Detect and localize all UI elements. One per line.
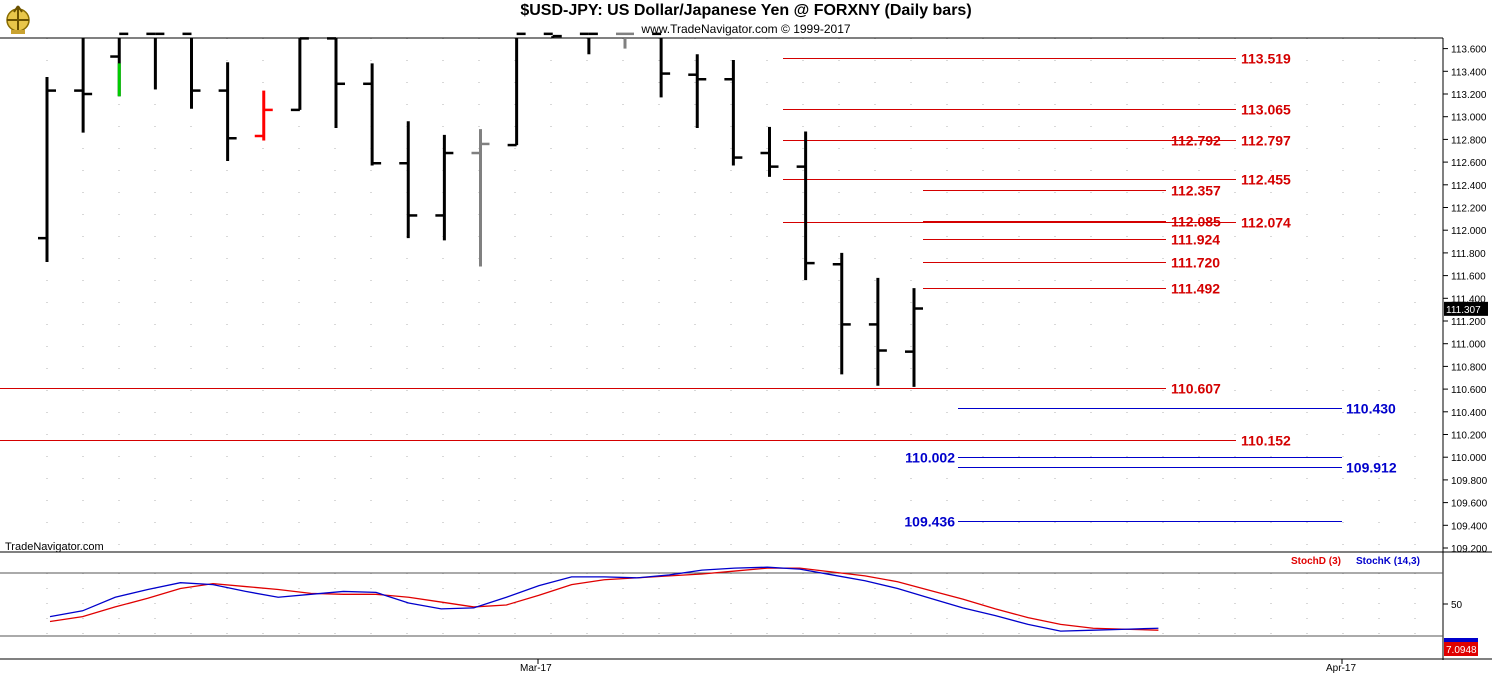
time-tick-label: Apr-17 [1326,663,1356,674]
trade-navigator-logo [6,5,30,34]
ohlc-bars [38,32,923,387]
price-tick-label: 110.800 [1451,362,1487,373]
price-tick-label: 112.000 [1451,226,1487,237]
price-tick-label: 111.000 [1451,340,1486,351]
level-label: 110.430 [1346,401,1396,417]
price-tick-label: 112.600 [1451,158,1487,169]
level-label: 111.720 [1171,255,1220,271]
level-label: 109.912 [1346,460,1397,476]
level-label: 113.519 [1241,51,1291,67]
level-label: 112.357 [1171,183,1221,199]
price-tick-label: 111.600 [1451,272,1486,283]
watermark-text: TradeNavigator.com [5,541,104,553]
price-tick-label: 109.800 [1451,476,1488,487]
price-tick-label: 113.400 [1451,67,1487,78]
stoch-d-legend: StochD (3) [1291,556,1341,567]
price-tick-label: 110.200 [1451,431,1487,442]
level-label: 111.492 [1171,281,1220,297]
level-label: 112.074 [1241,215,1291,231]
price-tick-label: 110.600 [1451,385,1487,396]
stoch-k-legend: StochK (14,3) [1356,556,1420,567]
price-tick-label: 109.400 [1451,521,1488,532]
level-label: 110.002 [905,450,955,466]
price-tick-label: 111.800 [1451,249,1486,260]
time-tick-label: Mar-17 [520,663,552,674]
level-label: 112.455 [1241,172,1291,188]
level-label: 112.797 [1241,133,1291,149]
price-tick-label: 113.200 [1451,90,1487,101]
level-label: 112.792 [1171,133,1221,149]
level-label: 111.924 [1171,232,1220,248]
support-resistance-levels: 113.519 113.065 112.797 112.792 112.455 112.3… [0,51,1397,530]
stoch-k-marker [1444,638,1478,642]
level-label: 113.065 [1241,102,1291,118]
price-tick-label: 110.400 [1451,408,1487,419]
level-label: 110.607 [1171,381,1221,397]
price-tick-label: 112.800 [1451,135,1487,146]
stoch-k-line [49,566,1159,632]
price-axis: 113.600 113.400 113.200 113.000 112.800 112.6… [520,45,1488,674]
price-tick-label: 113.600 [1451,45,1487,56]
chart-title: $USD-JPY: US Dollar/Japanese Yen @ FORXN… [520,2,972,19]
title-bar: $USD-JPY: US Dollar/Japanese Yen @ FORXN… [0,0,1492,38]
price-tick-label: 110.000 [1451,453,1487,464]
stoch-last-value: 7.0948 [1446,645,1477,656]
price-tick-label: 111.200 [1451,317,1486,328]
grid [46,38,1416,636]
stoch-d-line [49,567,1159,631]
last-price-value: 111.307 [1446,305,1481,316]
level-label: 110.152 [1241,433,1291,449]
price-tick-label: 112.400 [1451,181,1487,192]
stoch-last-tag [1444,642,1478,656]
level-label: 109.436 [904,514,955,530]
price-tick-label: 109.600 [1451,499,1488,510]
price-tick-label: 111.400 [1451,294,1486,305]
level-label: 112.085 [1171,214,1221,230]
price-tick-label: 113.000 [1451,113,1487,124]
stoch-tick-label: 50 [1451,600,1463,611]
price-tick-label: 112.200 [1451,204,1487,215]
stochastic-panel: StochD (3) StochK (14,3) 50 7.0948 [49,556,1478,656]
chart-copyright: www.TradeNavigator.com © 1999-2017 [641,22,851,36]
last-price-tag [1444,301,1488,316]
chart-frame [0,37,1492,660]
price-tick-label: 109.200 [1451,544,1488,555]
